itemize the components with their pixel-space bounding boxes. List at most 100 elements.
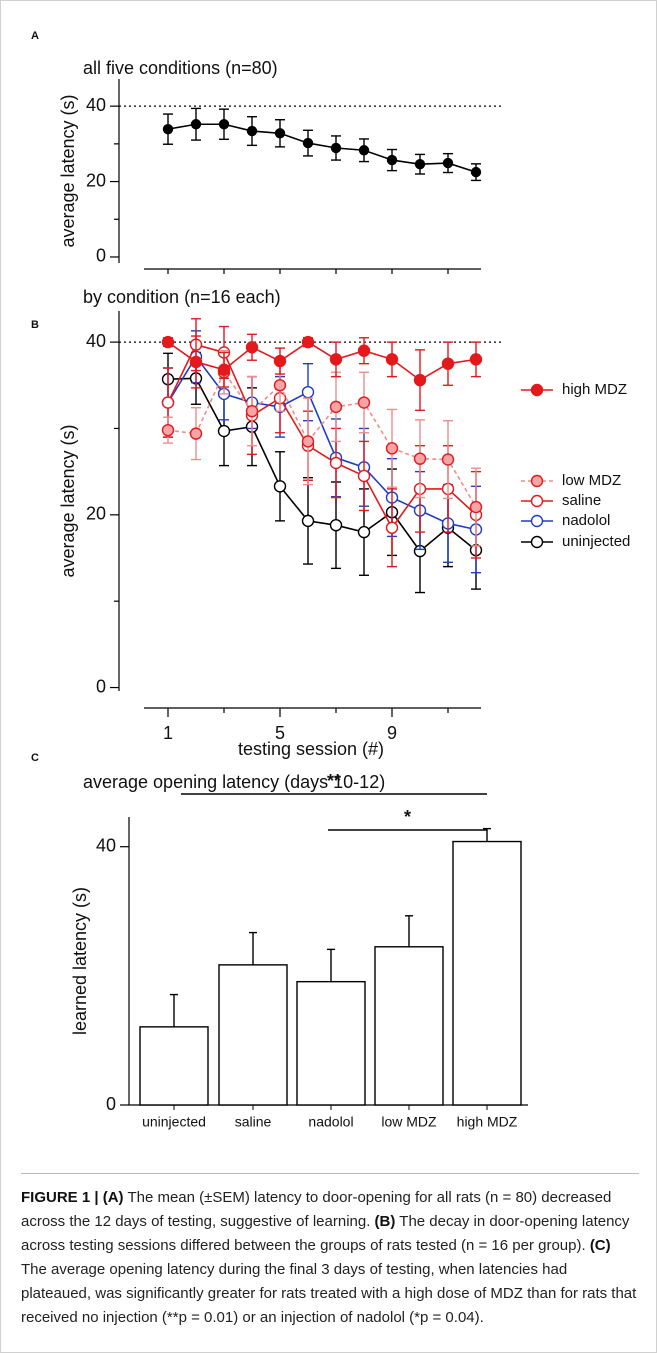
caption-tag: (B) bbox=[374, 1213, 396, 1230]
marker bbox=[301, 335, 315, 349]
legend-label: saline bbox=[562, 492, 601, 509]
y-tick-label: 40 bbox=[86, 331, 106, 351]
marker bbox=[301, 435, 315, 448]
marker bbox=[385, 353, 399, 366]
marker bbox=[301, 514, 315, 528]
x-tick-label: saline bbox=[235, 1114, 272, 1130]
marker bbox=[386, 154, 398, 166]
marker bbox=[246, 125, 258, 137]
caption-tag: (C) bbox=[589, 1237, 611, 1254]
marker bbox=[218, 119, 230, 130]
legend-marker bbox=[530, 494, 544, 508]
marker bbox=[358, 145, 370, 156]
marker bbox=[329, 518, 343, 532]
legend-marker bbox=[530, 514, 544, 528]
marker bbox=[469, 500, 483, 514]
caption-text: The mean (±SEM) latency to door-opening … bbox=[21, 1189, 612, 1230]
x-tick-label: high MDZ bbox=[457, 1114, 518, 1130]
marker bbox=[217, 424, 231, 438]
marker bbox=[329, 400, 343, 414]
x-tick-label: nadolol bbox=[308, 1114, 353, 1130]
legend-label: uninjected bbox=[562, 533, 630, 550]
marker bbox=[469, 353, 483, 366]
series-line bbox=[167, 377, 477, 553]
x-tick-label: 1 bbox=[163, 723, 173, 743]
bar bbox=[374, 946, 444, 1106]
marker bbox=[161, 423, 175, 437]
marker bbox=[357, 525, 371, 539]
marker bbox=[470, 166, 482, 178]
marker bbox=[357, 344, 371, 357]
marker bbox=[441, 453, 455, 466]
y-axis-label: average latency (s) bbox=[58, 94, 78, 247]
marker bbox=[217, 363, 231, 376]
marker bbox=[385, 521, 399, 534]
marker bbox=[189, 355, 203, 369]
chart-title: average opening latency (days 10-12) bbox=[83, 772, 385, 792]
y-tick-label: 0 bbox=[96, 676, 106, 696]
caption: FIGURE 1 | (A) The mean (±SEM) latency t… bbox=[21, 1173, 639, 1330]
y-tick-label: 40 bbox=[86, 95, 106, 115]
marker bbox=[273, 354, 287, 368]
marker bbox=[161, 396, 175, 409]
series-line bbox=[167, 355, 477, 531]
marker bbox=[190, 119, 202, 130]
marker bbox=[413, 452, 427, 465]
y-tick-label: 0 bbox=[106, 1094, 116, 1114]
legend-label: high MDZ bbox=[562, 381, 627, 398]
x-axis-label: testing session (#) bbox=[238, 739, 384, 759]
marker bbox=[245, 341, 259, 354]
marker bbox=[413, 373, 427, 387]
significance-label: ** bbox=[327, 771, 341, 791]
bar bbox=[296, 980, 366, 1106]
chart-title: by condition (n=16 each) bbox=[83, 287, 281, 307]
marker bbox=[301, 385, 315, 399]
marker bbox=[414, 159, 426, 170]
marker bbox=[442, 157, 454, 169]
marker bbox=[273, 480, 287, 493]
series-line bbox=[167, 123, 477, 173]
marker bbox=[357, 469, 371, 483]
caption-text: The decay in door-opening latency across… bbox=[21, 1213, 630, 1254]
x-tick-label: uninjected bbox=[142, 1114, 206, 1130]
legend-marker bbox=[530, 474, 544, 488]
series-line bbox=[167, 370, 477, 508]
caption-tag: (A) bbox=[102, 1189, 124, 1206]
marker bbox=[162, 123, 174, 135]
marker bbox=[274, 128, 286, 139]
marker bbox=[330, 142, 342, 154]
panel-label: A bbox=[31, 30, 39, 42]
bar bbox=[452, 840, 522, 1106]
marker bbox=[329, 353, 343, 366]
caption-text: The average opening latency during the f… bbox=[21, 1261, 637, 1326]
y-axis-label: average latency (s) bbox=[58, 424, 78, 577]
panel-label: C bbox=[31, 752, 39, 764]
series-line bbox=[167, 343, 477, 530]
y-tick-label: 0 bbox=[96, 246, 106, 266]
marker bbox=[441, 357, 455, 370]
series-line bbox=[167, 341, 477, 382]
legend-label: nadolol bbox=[562, 512, 610, 529]
legend-label: low MDZ bbox=[562, 472, 621, 489]
marker bbox=[329, 456, 343, 470]
marker bbox=[161, 335, 175, 349]
legend-marker bbox=[530, 383, 544, 397]
y-tick-label: 20 bbox=[86, 504, 106, 524]
y-axis-label: learned latency (s) bbox=[70, 887, 90, 1035]
marker bbox=[385, 442, 399, 455]
y-tick-label: 20 bbox=[86, 170, 106, 190]
marker bbox=[245, 404, 259, 418]
x-tick-label: low MDZ bbox=[381, 1114, 437, 1130]
panel-label: B bbox=[31, 319, 39, 331]
marker bbox=[357, 396, 371, 409]
caption-label: FIGURE 1 | bbox=[21, 1189, 99, 1206]
chart-title: all five conditions (n=80) bbox=[83, 58, 278, 78]
y-tick-label: 40 bbox=[96, 835, 116, 855]
marker bbox=[302, 137, 314, 149]
legend-marker bbox=[530, 535, 544, 549]
x-tick-label: 9 bbox=[387, 723, 397, 743]
x-tick-label: 5 bbox=[275, 723, 285, 743]
significance-label: * bbox=[404, 807, 411, 827]
